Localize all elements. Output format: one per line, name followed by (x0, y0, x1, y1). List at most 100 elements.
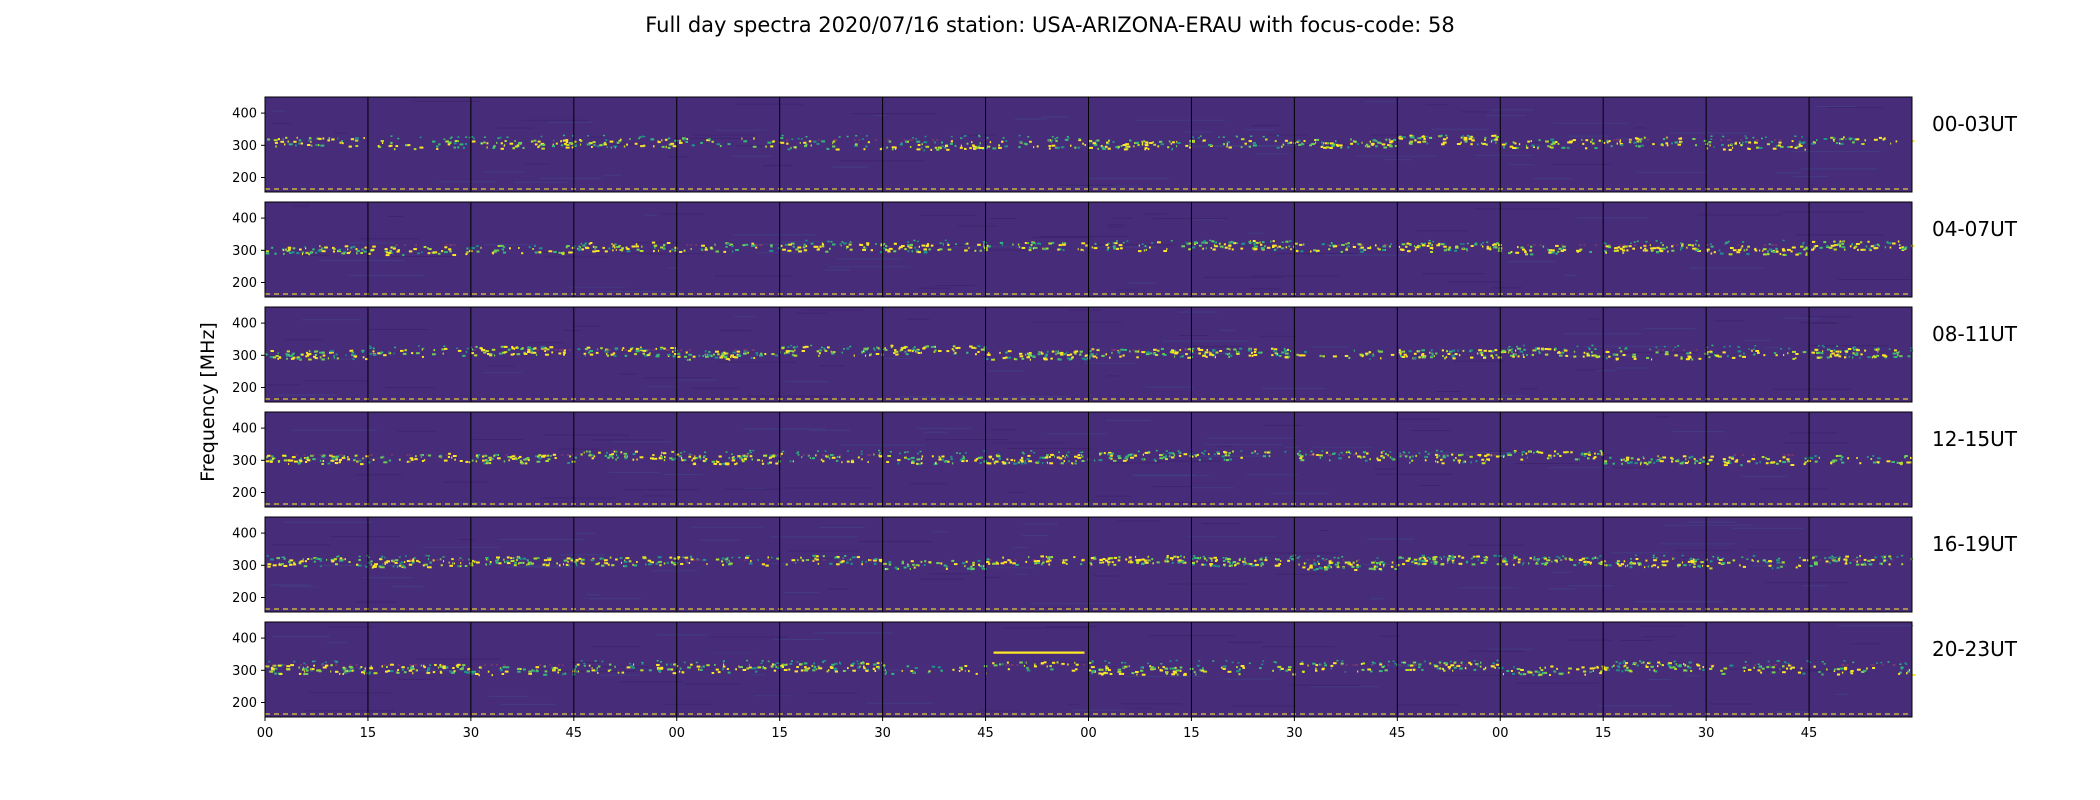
noise-streak (1527, 503, 1571, 505)
signal-dot (1149, 559, 1151, 561)
signal-dot (1882, 560, 1885, 563)
noise-streak (385, 387, 436, 389)
signal-dot (1841, 461, 1845, 464)
signal-dot (321, 351, 325, 354)
signal-dot (1432, 558, 1437, 561)
signal-dot (1598, 355, 1601, 358)
signal-dot (1471, 139, 1475, 142)
signal-dot (265, 460, 270, 463)
signal-dot (1122, 354, 1125, 357)
signal-dot (1171, 561, 1174, 564)
signal-dot (779, 454, 782, 456)
signal-dot (1754, 345, 1757, 347)
signal-dot (1768, 560, 1772, 563)
signal-dot (1297, 452, 1300, 455)
noise-streak (762, 165, 793, 167)
signal-dot (527, 563, 530, 566)
signal-dot (744, 455, 749, 458)
signal-dot (1550, 146, 1554, 149)
signal-dot (823, 559, 826, 561)
signal-dot (1429, 243, 1433, 246)
signal-dot (1214, 356, 1216, 359)
signal-dot (1859, 555, 1861, 558)
signal-dot (1463, 460, 1467, 463)
signal-dot (1543, 557, 1547, 560)
signal-dot (677, 355, 681, 358)
signal-dot (1554, 348, 1557, 350)
signal-dot (301, 253, 303, 256)
signal-dot (913, 460, 916, 463)
signal-dot (1522, 353, 1524, 356)
signal-dot (848, 243, 852, 246)
signal-dot (521, 347, 524, 350)
signal-dot (659, 348, 663, 350)
signal-dot (1794, 146, 1798, 149)
noise-streak (1625, 351, 1698, 353)
signal-dot (825, 455, 827, 458)
signal-dot (1146, 351, 1150, 354)
signal-dot (611, 243, 613, 245)
signal-dot (1574, 458, 1579, 461)
signal-dot (457, 565, 460, 568)
signal-dot (725, 357, 730, 360)
signal-dot (588, 450, 591, 453)
signal-dot (459, 565, 462, 568)
signal-dot (1657, 455, 1659, 458)
signal-dot (1058, 244, 1062, 247)
signal-dot (1367, 247, 1372, 250)
signal-dot (1126, 240, 1129, 242)
signal-dot (500, 345, 505, 348)
signal-dot (1377, 349, 1379, 352)
signal-dot (1331, 145, 1335, 147)
signal-dot (1887, 242, 1892, 245)
signal-dot (988, 352, 990, 354)
signal-dot (674, 349, 678, 352)
signal-dot (1090, 559, 1093, 561)
signal-dot (892, 148, 894, 151)
signal-dot (1829, 353, 1832, 356)
signal-dot (322, 354, 326, 357)
signal-dot (1787, 454, 1790, 456)
signal-dot (1565, 559, 1568, 561)
signal-dot (879, 148, 882, 151)
signal-dot (761, 563, 765, 566)
signal-dot (1630, 561, 1632, 563)
signal-dot (1417, 244, 1420, 247)
signal-dot (295, 144, 297, 147)
signal-dot (1401, 243, 1406, 246)
signal-dot (1070, 144, 1072, 147)
signal-dot (915, 249, 919, 252)
signal-dot (1826, 244, 1829, 247)
noise-streak (390, 256, 452, 257)
noise-streak (276, 394, 336, 396)
signal-dot (1193, 555, 1196, 557)
signal-dot (1338, 453, 1340, 456)
signal-dot (1456, 143, 1461, 145)
signal-dot (1537, 450, 1539, 453)
noise-streak (1490, 109, 1535, 111)
signal-dot (895, 353, 898, 356)
signal-dot (1657, 349, 1660, 351)
signal-dot (510, 560, 515, 562)
signal-dot (1566, 146, 1570, 149)
signal-dot (604, 250, 608, 253)
signal-dot (676, 556, 681, 559)
signal-dot (781, 347, 785, 350)
signal-dot (1508, 252, 1511, 255)
signal-dot (1079, 353, 1082, 356)
signal-dot (812, 559, 815, 562)
signal-dot (810, 243, 813, 245)
signal-dot (1436, 456, 1439, 459)
signal-dot (310, 140, 312, 143)
signal-dot (1578, 559, 1583, 562)
signal-dot (604, 350, 607, 353)
signal-dot (1798, 143, 1801, 146)
signal-dot (1429, 351, 1431, 354)
signal-dot (1615, 357, 1619, 360)
signal-dot (1738, 354, 1742, 357)
signal-dot (1796, 145, 1800, 148)
signal-dot (1026, 356, 1030, 359)
signal-dot (1366, 452, 1369, 455)
signal-dot (920, 351, 922, 354)
signal-dot (1165, 454, 1168, 457)
